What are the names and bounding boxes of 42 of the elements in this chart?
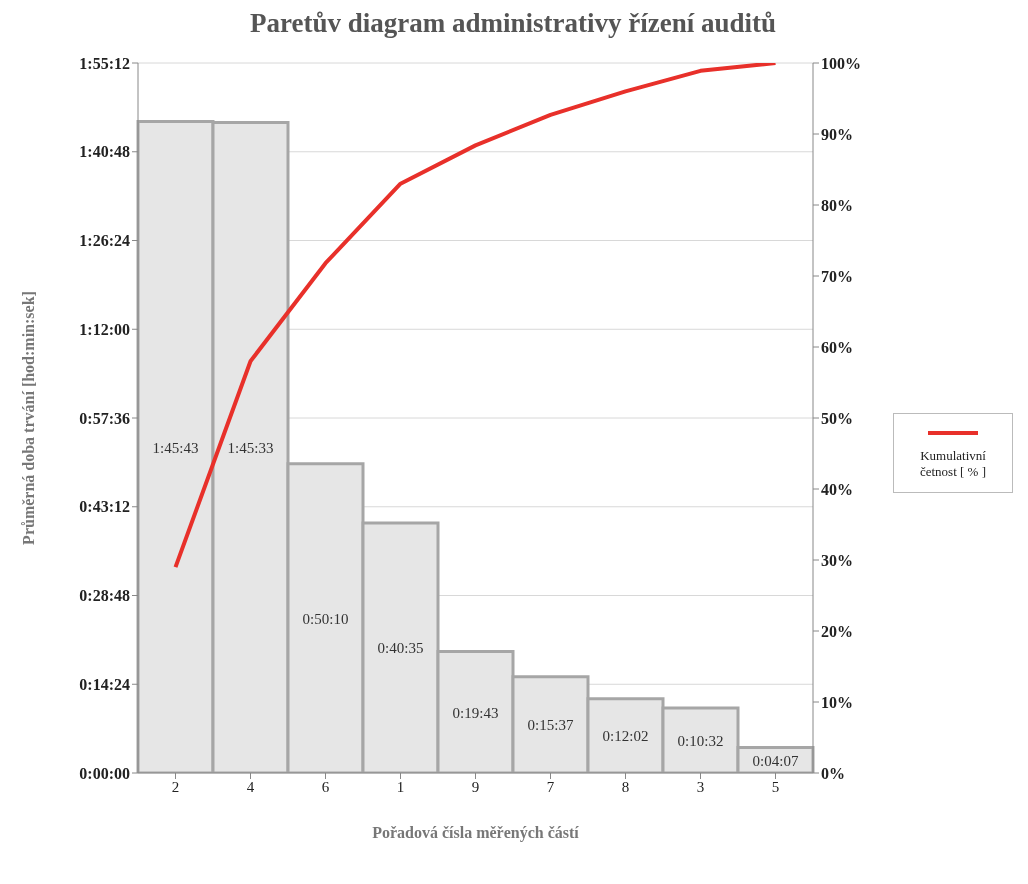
data-label: 0:40:35 [377, 640, 424, 657]
y2-tick-label: 20% [821, 622, 853, 640]
y-tick-label: 0:00:00 [79, 764, 130, 782]
y-tick-label: 0:57:36 [79, 409, 130, 427]
x-tick-label: 5 [771, 778, 780, 795]
x-tick-label: 6 [321, 778, 330, 795]
chart-title: Paretův diagram administrativy řízení auditů [249, 8, 777, 39]
x-tick-label: 9 [471, 778, 480, 795]
x-tick-label: 1 [396, 778, 405, 795]
y-tick-label: 0:43:12 [79, 498, 130, 516]
y-tick-label: 1:55:12 [79, 54, 130, 72]
data-label: 0:12:02 [602, 728, 649, 745]
y-tick-label: 0:14:24 [79, 675, 130, 693]
data-label: 1:45:33 [227, 440, 274, 457]
y2-tick-label: 100% [821, 54, 861, 72]
y2-tick-label: 80% [821, 196, 853, 214]
data-label: 0:10:32 [677, 732, 724, 749]
data-label: 0:04:07 [752, 752, 799, 769]
y2-tick-label: 10% [821, 693, 853, 711]
y-tick-label: 0:28:48 [79, 587, 130, 605]
x-tick-label: 4 [246, 778, 255, 795]
y-tick-label: 1:12:00 [79, 320, 130, 338]
y2-tick-label: 40% [821, 480, 853, 498]
y-tick-label: 1:26:24 [79, 232, 130, 250]
x-tick-label: 7 [546, 778, 555, 795]
data-label: 1:45:43 [152, 439, 199, 456]
legend-label: Kumulativní četnost [ % ] [918, 448, 988, 480]
data-label: 0:19:43 [452, 704, 499, 721]
data-label: 0:15:37 [527, 717, 574, 734]
y2-tick-label: 60% [821, 338, 853, 356]
y2-tick-label: 0% [821, 764, 845, 782]
x-tick-label: 8 [621, 778, 630, 795]
y2-tick-label: 70% [821, 267, 853, 285]
x-tick-label: 3 [696, 778, 705, 795]
data-label: 0:50:10 [302, 610, 349, 627]
y2-tick-label: 30% [821, 551, 853, 569]
y-tick-label: 1:40:48 [79, 143, 130, 161]
y2-tick-label: 90% [821, 125, 853, 143]
x-axis-title: Pořadová čísla měřených částí [372, 824, 580, 842]
y2-tick-label: 50% [821, 409, 853, 427]
x-tick-label: 2 [171, 778, 180, 795]
y-axis-title: Průměrná doba trvání [hod:min:sek] [19, 291, 37, 545]
